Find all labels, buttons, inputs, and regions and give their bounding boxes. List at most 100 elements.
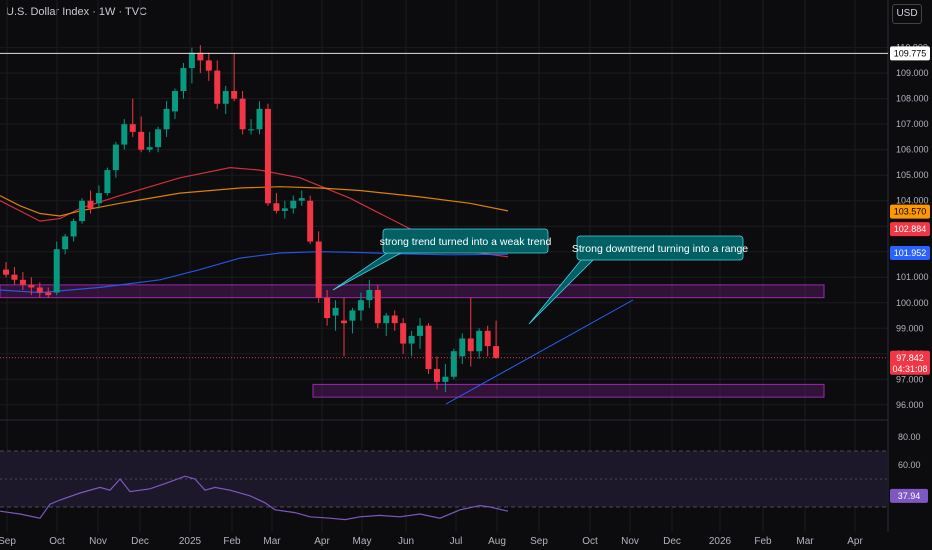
candle	[264, 103, 271, 206]
candle-body	[349, 310, 356, 321]
candle	[104, 167, 111, 196]
candle-body	[95, 193, 102, 204]
grid	[0, 0, 889, 532]
candle	[231, 52, 238, 102]
y-tick-label: 105.000	[896, 170, 929, 180]
candle	[290, 195, 297, 214]
candle-body	[121, 124, 128, 145]
candle	[146, 131, 153, 153]
candle-body	[307, 200, 314, 242]
rsi-tick-label: 60.00	[898, 460, 921, 470]
x-tick-label: Oct	[49, 536, 65, 547]
x-tick-label: Apr	[314, 536, 330, 547]
candle-body	[442, 376, 449, 382]
time-axis: Sep Oct Nov Dec 2025 Feb Mar Apr May Jun Jul Aug Sep…	[0, 536, 863, 547]
candle-body	[256, 108, 263, 130]
x-tick-label: Mar	[263, 536, 281, 547]
y-tick-label: 108.000	[896, 94, 929, 104]
callout-text: Strong downtrend turning into a range	[572, 243, 748, 255]
annotation-weak-trend: strong trend turned into a weak trend	[332, 228, 551, 291]
candle	[239, 91, 246, 135]
candle-body	[197, 52, 204, 61]
candle	[129, 98, 136, 137]
candle-body	[341, 320, 347, 324]
candle	[425, 323, 432, 375]
candle-body	[188, 52, 195, 69]
candle-body	[70, 221, 77, 237]
candle-body	[28, 284, 35, 288]
annotations: strong trend turned into a weak trend Str…	[332, 228, 748, 325]
x-tick-label: Aug	[488, 536, 506, 547]
candle	[450, 348, 457, 380]
candle	[19, 272, 26, 290]
candle-body	[408, 335, 415, 344]
rsi-value-badge	[890, 488, 928, 503]
candle	[62, 233, 69, 255]
candle	[408, 330, 415, 357]
candle	[307, 195, 314, 245]
currency-button[interactable]: USD	[892, 4, 922, 24]
candle-body	[214, 70, 221, 104]
y-tick-label: 107.000	[896, 119, 929, 129]
candle	[349, 307, 356, 334]
candle-body	[315, 241, 322, 298]
candle-body	[19, 279, 26, 285]
x-tick-label: 2026	[709, 536, 732, 547]
y-tick-label: 96.000	[896, 400, 924, 410]
candle-body	[222, 91, 229, 104]
candle-body	[484, 330, 491, 347]
candle	[324, 290, 331, 326]
price-badge	[890, 46, 930, 61]
candle	[493, 320, 500, 359]
candle-body	[155, 129, 162, 148]
candle	[433, 356, 440, 390]
countdown-text: 04:31:08	[892, 364, 927, 374]
drawn-lines	[0, 52, 888, 405]
candle	[11, 267, 18, 285]
price-badge	[890, 204, 930, 219]
candle	[459, 333, 466, 364]
x-tick-label: Feb	[754, 536, 772, 547]
y-tick-label: 104.000	[896, 196, 929, 206]
candle	[112, 142, 119, 178]
candle-body	[53, 249, 60, 293]
candle-body	[146, 147, 153, 150]
candle-body	[163, 108, 170, 130]
candle-body	[281, 208, 288, 211]
price-badge	[890, 245, 930, 260]
x-tick-label: May	[353, 536, 372, 547]
candle	[315, 231, 322, 303]
candle	[95, 185, 102, 209]
candle	[298, 190, 305, 206]
candle-body	[11, 274, 18, 280]
x-tick-label: Dec	[131, 536, 149, 547]
candle-body	[324, 297, 331, 319]
x-tick-label: Sep	[530, 536, 548, 547]
candle	[383, 312, 390, 336]
candle-body	[180, 68, 187, 92]
candle-body	[3, 269, 9, 275]
x-tick-label: Sep	[0, 536, 16, 547]
x-tick-label: Nov	[89, 536, 107, 547]
x-tick-label: Jun	[398, 536, 414, 547]
candle-body	[374, 290, 381, 324]
price-badge-text: 101.952	[894, 248, 927, 258]
rsi-line	[0, 475, 509, 521]
candle-body	[450, 351, 457, 377]
candle	[28, 277, 35, 296]
candle	[3, 261, 9, 278]
y-tick-label: 106.000	[896, 145, 929, 155]
candle	[53, 241, 60, 296]
candle-body	[366, 290, 373, 301]
candle	[357, 292, 364, 321]
candles	[3, 45, 500, 393]
price-badge	[890, 350, 930, 375]
candle	[36, 282, 43, 298]
candle-body	[433, 369, 440, 382]
candle-body	[290, 200, 297, 209]
y-tick-label: 109.000	[896, 68, 929, 78]
y-tick-label: 101.000	[896, 272, 929, 282]
candle	[332, 300, 339, 331]
candle-body	[493, 346, 500, 358]
